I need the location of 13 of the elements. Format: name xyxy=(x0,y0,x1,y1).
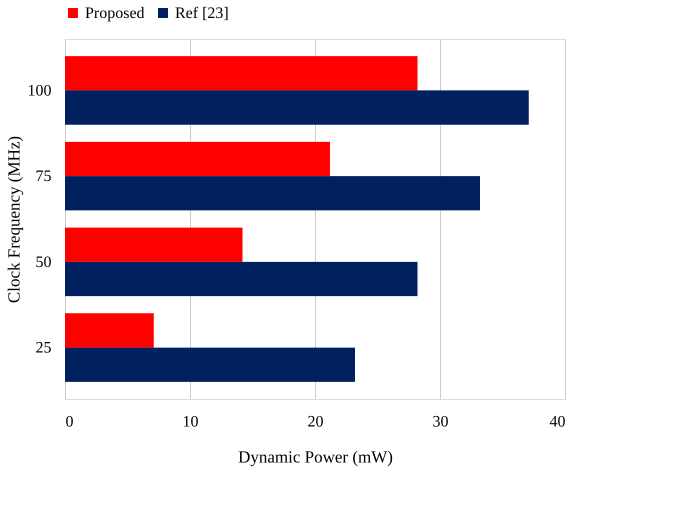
x-tick-label: 10 xyxy=(182,414,198,430)
x-tick-label: 40 xyxy=(550,414,566,430)
y-axis-title: Clock Frequency (MHz) xyxy=(4,136,24,304)
legend-label: Ref [23] xyxy=(175,5,229,22)
y-tick-label: 75 xyxy=(36,168,52,186)
x-axis-title: Dynamic Power (mW) xyxy=(238,448,393,466)
y-tick-label: 100 xyxy=(28,82,52,100)
x-tick-label: 20 xyxy=(308,414,324,430)
legend-label: Proposed xyxy=(85,5,145,22)
y-tick-label: 25 xyxy=(36,340,52,357)
y-tick-label: 50 xyxy=(36,254,52,271)
x-tick-label: 30 xyxy=(432,414,448,430)
x-tick-label: 0 xyxy=(66,414,74,430)
